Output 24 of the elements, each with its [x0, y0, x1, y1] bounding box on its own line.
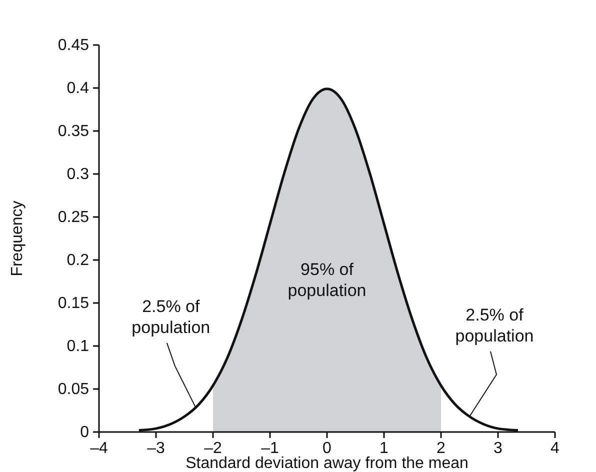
y-tick-label: 0.25	[58, 209, 90, 226]
annotation: 95% of population	[288, 260, 366, 300]
y-axis-title: Frequency	[9, 200, 26, 276]
x-tick-label: 4	[550, 440, 560, 457]
x-axis-title: Standard deviation away from the mean	[186, 455, 468, 472]
y-tick-label: 0.05	[58, 381, 90, 398]
x-tick-label: 1	[380, 440, 389, 457]
x-tick-label: 0	[322, 440, 332, 457]
x-tick-label: –2	[204, 440, 222, 457]
y-tick-label: 0.35	[58, 123, 90, 140]
y-tick-label: 0.4	[66, 80, 90, 97]
x-tick-label: –1	[261, 440, 279, 457]
x-tick-label: –4	[90, 440, 108, 457]
y-tick-label: 0.45	[58, 37, 90, 54]
y-tick-label: 0.2	[66, 252, 90, 269]
annotation: 2.5% of population	[132, 296, 210, 337]
annotation: 2.5% of population	[455, 306, 534, 346]
y-tick-label: 0.15	[58, 295, 90, 312]
x-tick-label: –3	[147, 440, 165, 457]
x-tick-label: 3	[494, 440, 503, 457]
x-tick-label: 2	[436, 440, 446, 457]
y-tick-label: 0.1	[66, 338, 90, 355]
y-tick-label: 0.3	[66, 166, 90, 183]
y-tick-label: 0	[80, 424, 90, 441]
